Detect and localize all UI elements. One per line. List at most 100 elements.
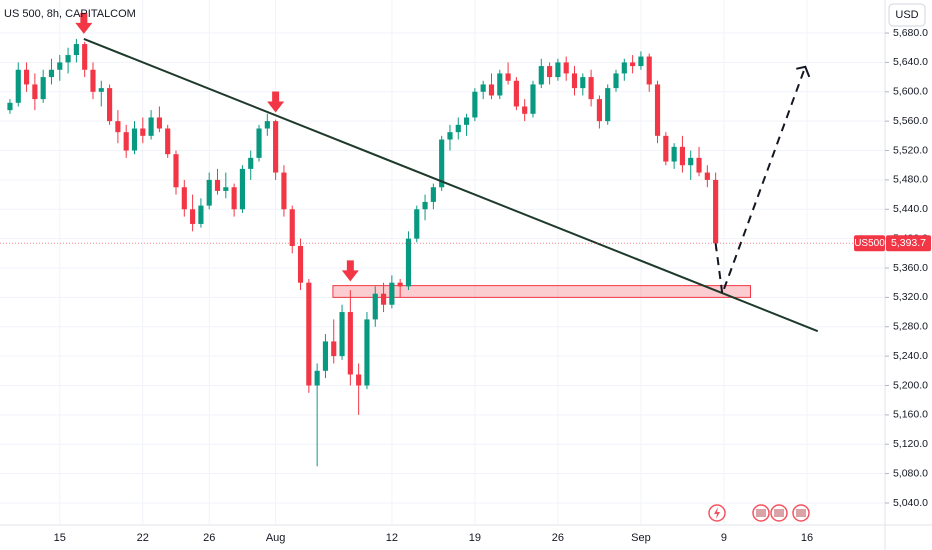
candle-body <box>605 88 611 122</box>
y-tick-label: 5,520.0 <box>893 144 928 156</box>
y-tick-label: 5,320.0 <box>893 291 928 303</box>
y-tick-label: 5,200.0 <box>893 379 928 391</box>
y-tick-label: 5,680.0 <box>893 27 928 39</box>
chart-title: US 500, 8h, CAPITALCOM <box>4 8 136 20</box>
currency-label: USD <box>895 9 918 21</box>
flag-icons <box>752 504 810 522</box>
last-price-label: 5,393.7 <box>891 237 926 249</box>
candle-body <box>131 128 138 151</box>
candle-body <box>497 73 503 96</box>
candle-body <box>156 117 162 129</box>
x-tick-label: 15 <box>54 532 66 544</box>
candle-body <box>331 341 337 357</box>
candle-body <box>439 139 445 188</box>
candle-body <box>547 66 553 78</box>
candle-body <box>596 99 602 122</box>
candle-body <box>32 84 38 100</box>
candle-body <box>364 319 370 386</box>
candle-body <box>679 146 686 166</box>
y-tick-label: 5,280.0 <box>893 321 928 333</box>
candle-body <box>621 62 627 74</box>
candle-body <box>231 187 237 210</box>
candle-body <box>713 179 719 244</box>
x-tick-label: 9 <box>721 532 727 544</box>
event-icons <box>708 504 810 522</box>
candle-body <box>239 168 245 210</box>
y-tick-label: 5,360.0 <box>893 262 928 274</box>
candle-body <box>555 62 561 78</box>
candle-body <box>488 84 495 96</box>
candle-body <box>654 84 661 136</box>
support-zone <box>332 285 752 298</box>
candle-body <box>455 124 461 133</box>
candle-body <box>480 84 486 92</box>
candle-body <box>430 187 436 202</box>
candle-body <box>107 88 113 122</box>
y-tick-label: 5,240.0 <box>893 350 928 362</box>
x-tick-label: 22 <box>137 532 149 544</box>
last-price-tag <box>886 235 931 252</box>
candle-body <box>356 374 362 386</box>
projection-arrowhead <box>796 65 811 78</box>
candle-body <box>696 157 702 173</box>
y-tick-label: 5,600.0 <box>893 86 928 98</box>
candle-body <box>223 187 229 191</box>
flag <box>756 509 766 517</box>
y-tick-label: 5,640.0 <box>893 56 928 68</box>
signal-arrow <box>341 260 359 282</box>
candle-body <box>314 370 320 386</box>
candle-body <box>447 132 453 140</box>
candle-body <box>181 187 187 210</box>
candle-body <box>214 179 221 191</box>
candle-body <box>98 88 104 92</box>
x-tick-label: 16 <box>801 532 813 544</box>
plot <box>0 0 885 525</box>
candle-body <box>397 282 403 287</box>
candle-body <box>663 135 669 162</box>
candle-body <box>248 157 254 169</box>
candle-body <box>688 157 694 166</box>
flag <box>774 509 784 517</box>
candle-body <box>613 73 619 89</box>
x-tick-label: 12 <box>386 532 398 544</box>
y-tick-label: 5,560.0 <box>893 115 928 127</box>
candle-body <box>472 91 478 118</box>
candle-body <box>414 209 420 239</box>
candle-body <box>588 77 594 100</box>
candle-body <box>90 69 96 92</box>
currency-button[interactable] <box>888 3 926 27</box>
candle-body <box>464 117 470 125</box>
x-tick-label: 19 <box>469 532 481 544</box>
symbol-tag-label: US500 <box>854 238 885 249</box>
candle-body <box>190 209 196 224</box>
signal-arrow <box>75 12 93 34</box>
candle-body <box>281 172 287 210</box>
signal-arrow <box>267 91 285 113</box>
y-tick-label: 5,120.0 <box>893 438 928 450</box>
candle-body <box>140 128 146 136</box>
symbol-tag <box>854 235 885 252</box>
candle-body <box>704 172 710 180</box>
candle-body <box>40 77 46 100</box>
candle-body <box>563 62 569 74</box>
candle-body <box>389 282 395 305</box>
candle-body <box>48 69 55 78</box>
candle-body <box>297 245 304 283</box>
candle-body <box>522 106 528 114</box>
event-icon-glyph <box>714 507 720 519</box>
candle-body <box>571 73 578 89</box>
trendline <box>83 37 819 333</box>
y-tick-label: 5,160.0 <box>893 409 928 421</box>
candle-body <box>538 66 544 85</box>
candle-body <box>15 69 21 103</box>
candle-body <box>422 201 428 210</box>
candle-body <box>347 312 353 375</box>
candle-body <box>57 62 63 70</box>
candle-body <box>289 209 295 246</box>
candle-body <box>505 73 511 81</box>
x-tick-label: 26 <box>203 532 215 544</box>
candle-body <box>513 80 519 107</box>
y-tick-label: 5,480.0 <box>893 174 928 186</box>
candle-body <box>256 128 262 158</box>
